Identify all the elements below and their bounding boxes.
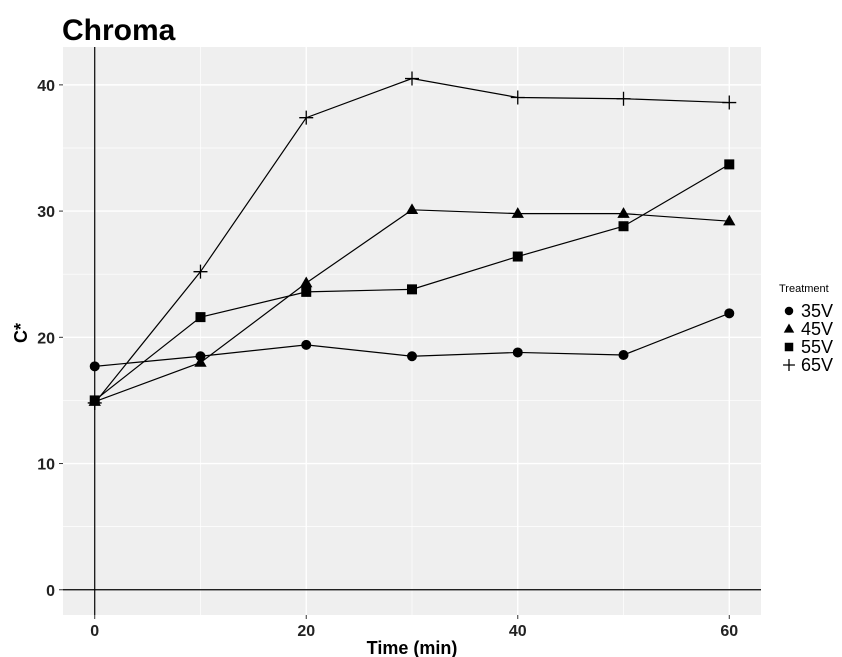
legend-key-35V: [784, 306, 794, 316]
data-point-65V: [405, 71, 419, 86]
chart-title: Chroma: [62, 14, 176, 47]
legend-label-35V: 35V: [801, 301, 833, 321]
series-65V: [87, 71, 737, 410]
y-tick-label: 40: [37, 78, 55, 95]
legend-key-45V: [783, 323, 795, 333]
x-axis-label: Time (min): [367, 638, 458, 657]
data-point-55V: [195, 312, 206, 323]
x-tick-label: 40: [509, 623, 527, 640]
axes: [63, 47, 761, 615]
data-point-35V: [407, 351, 417, 362]
tick-labels: 0 20 40 60 0 10 20 30 40: [37, 78, 738, 640]
data-point-65V: [193, 264, 208, 279]
data-point-45V: [300, 276, 313, 288]
data-point-45V: [511, 207, 524, 218]
data-point-65V: [616, 91, 631, 106]
data-point-55V: [301, 286, 312, 297]
data-point-55V: [407, 284, 417, 295]
data-point-35V: [89, 361, 100, 372]
legend-label-45V: 45V: [801, 319, 833, 339]
data-point-35V: [618, 349, 629, 360]
x-tick-label: 20: [297, 623, 315, 640]
y-tick-label: 0: [46, 583, 55, 600]
data-point-35V: [301, 339, 312, 350]
x-tick-label: 0: [90, 623, 99, 640]
data-point-45V: [617, 207, 630, 218]
data-point-65V: [510, 90, 525, 105]
data-point-55V: [724, 159, 735, 170]
y-tick-label: 20: [37, 330, 55, 347]
data-point-65V: [87, 395, 102, 410]
x-tick-label: 60: [720, 623, 738, 640]
data-point-45V: [723, 214, 736, 226]
data-point-35V: [724, 308, 735, 319]
y-tick-label: 30: [37, 204, 55, 221]
data-point-65V: [299, 110, 314, 125]
series-group: [87, 71, 737, 410]
data-point-55V: [512, 251, 523, 262]
data-point-35V: [512, 347, 523, 358]
y-axis-label: C*: [11, 323, 31, 343]
data-point-55V: [618, 221, 629, 232]
legend-key-65V: [783, 359, 795, 371]
data-point-45V: [194, 356, 207, 367]
legend-title: Treatment: [779, 283, 829, 295]
legend-label-65V: 65V: [801, 355, 833, 375]
data-point-45V: [405, 203, 419, 215]
data-point-65V: [722, 95, 737, 110]
legend-key-55V: [784, 342, 794, 352]
y-tick-label: 10: [37, 457, 55, 474]
legend-label-55V: 55V: [801, 337, 833, 357]
